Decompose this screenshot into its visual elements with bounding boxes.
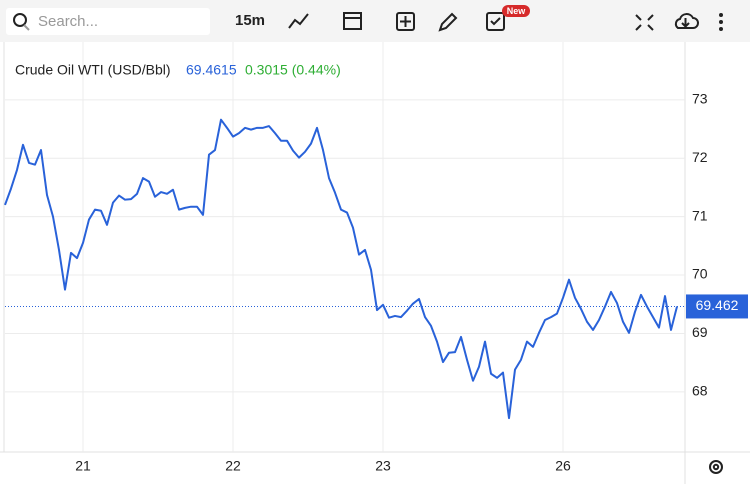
x-tick-label: 22 bbox=[225, 458, 241, 474]
price-label: 69.462 bbox=[696, 297, 739, 313]
search-box[interactable] bbox=[6, 8, 210, 35]
series-name: Crude Oil WTI (USD/Bbl) bbox=[15, 62, 171, 78]
last-value: 69.4615 bbox=[186, 62, 237, 78]
fullscreen-button[interactable] bbox=[635, 14, 654, 31]
new-badge-text: New bbox=[507, 6, 527, 16]
y-tick-label: 72 bbox=[692, 149, 708, 165]
x-tick-label: 23 bbox=[375, 458, 391, 474]
y-tick-label: 69 bbox=[692, 324, 708, 340]
y-tick-label: 71 bbox=[692, 207, 708, 223]
interval-button[interactable]: 15m bbox=[235, 12, 265, 29]
price-line-series bbox=[4, 118, 678, 420]
search-icon bbox=[23, 24, 30, 31]
add-icon bbox=[400, 16, 411, 27]
y-tick-label: 68 bbox=[692, 383, 708, 399]
y-tick-label: 70 bbox=[692, 266, 708, 282]
change: 0.3015 (0.44%) bbox=[245, 62, 341, 78]
menu-button[interactable] bbox=[719, 13, 723, 31]
events-button[interactable] bbox=[486, 12, 505, 31]
search-icon bbox=[13, 13, 27, 27]
y-tick-label: 73 bbox=[692, 91, 708, 107]
chart-type-button[interactable] bbox=[288, 13, 309, 29]
add-indicator-button[interactable] bbox=[396, 12, 415, 31]
calendar-button[interactable] bbox=[343, 12, 362, 30]
search-placeholder: Search... bbox=[38, 13, 98, 30]
settings-button[interactable] bbox=[709, 460, 723, 474]
download-button[interactable] bbox=[674, 13, 699, 29]
new-badge bbox=[502, 5, 530, 17]
x-tick-label: 21 bbox=[75, 458, 91, 474]
draw-button[interactable] bbox=[438, 12, 458, 32]
events-icon bbox=[490, 17, 501, 26]
x-tick-label: 26 bbox=[555, 458, 571, 474]
price-label-box bbox=[686, 294, 748, 319]
